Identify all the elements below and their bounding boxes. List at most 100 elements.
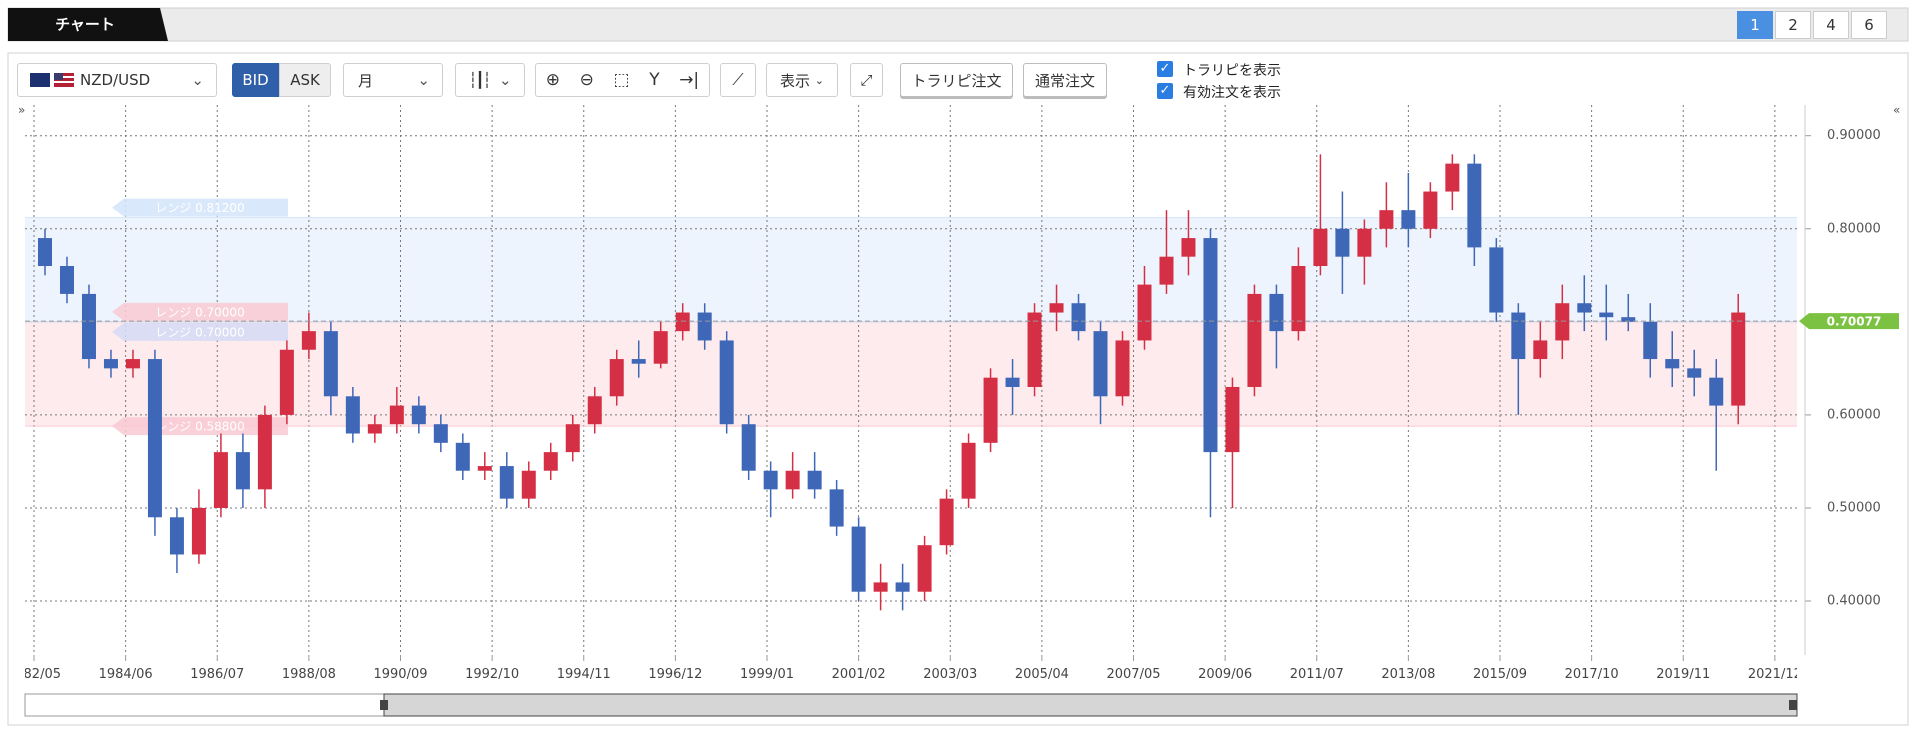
fit[interactable]: ⬚ — [613, 70, 630, 90]
candle-body — [1555, 303, 1570, 341]
scroll-handle[interactable] — [383, 693, 1798, 717]
handle-right[interactable] — [1789, 700, 1797, 710]
candle-body — [1005, 377, 1020, 387]
x-tick-label: 2005/04 — [1015, 667, 1069, 682]
chart-type-select[interactable]: ┆┃┆ ⌄ — [455, 63, 525, 97]
candle-body — [1181, 238, 1196, 257]
candle-body — [389, 405, 404, 425]
current-price-label: 0.70077 — [1827, 315, 1882, 329]
candle-body — [895, 582, 910, 592]
ask-button[interactable]: ASK — [279, 63, 331, 97]
candle-body — [1665, 359, 1680, 369]
bid-button[interactable]: BID — [232, 63, 279, 97]
page-button[interactable]: 2 — [1775, 11, 1811, 39]
candle-body — [1599, 312, 1614, 318]
candle-body — [1291, 265, 1306, 332]
page-button[interactable]: 6 — [1851, 11, 1887, 39]
candle-body — [433, 424, 448, 443]
candle-body — [1313, 228, 1328, 266]
candle-body — [939, 498, 954, 546]
candle-body — [125, 359, 140, 369]
candle-body — [1071, 303, 1086, 332]
checkbox[interactable]: ✓ — [1157, 83, 1173, 99]
candle-body — [1423, 191, 1438, 229]
x-tick-label: 2007/05 — [1106, 667, 1160, 682]
x-tick-label: 1984/06 — [99, 667, 153, 682]
x-tick-label: 2011/07 — [1290, 667, 1344, 682]
candle-body — [1093, 331, 1108, 397]
candle-body — [1511, 312, 1526, 360]
candle-body — [37, 238, 52, 266]
checkbox[interactable]: ✓ — [1157, 61, 1173, 77]
candle-body — [917, 545, 932, 592]
page-button[interactable]: 1 — [1737, 11, 1773, 39]
candle-body — [323, 331, 338, 397]
tab-label: チャート — [55, 16, 115, 34]
display-select[interactable]: 表示 ⌄ — [766, 63, 838, 97]
checkbox-label: 有効注文を表示 — [1183, 85, 1281, 101]
candle-body — [213, 452, 228, 508]
collapse-right[interactable]: « — [1893, 103, 1900, 117]
candle-body — [411, 405, 426, 425]
range-band — [25, 217, 1797, 322]
x-tick-label: 2001/02 — [832, 667, 886, 682]
expand-button[interactable]: ⤢ — [850, 63, 883, 97]
candle-body — [81, 293, 96, 360]
candle-body — [807, 470, 822, 490]
dropdown-arrow: ⌄ — [191, 71, 204, 89]
indicator-button[interactable]: ⟋ — [720, 63, 756, 97]
candle-body — [1621, 317, 1636, 322]
candle-body — [1115, 340, 1130, 397]
x-tick-label: 2019/11 — [1656, 667, 1710, 682]
candle-body — [851, 526, 866, 592]
dropdown-arrow: ⌄ — [499, 71, 512, 89]
candle-body — [631, 359, 646, 364]
candle-body — [1269, 293, 1284, 332]
x-tick-label: 1986/07 — [190, 667, 244, 682]
candle-body — [1357, 228, 1372, 257]
normal-order-button[interactable]: 通常注文 — [1023, 63, 1107, 97]
x-tick-label: 1982/05 — [7, 667, 61, 682]
candle-body — [1533, 340, 1548, 360]
period-label: 月 — [358, 71, 374, 90]
candle-body — [1467, 163, 1482, 248]
candle-body — [455, 442, 470, 471]
x-tick-label: 2013/08 — [1381, 667, 1435, 682]
zoom-out[interactable]: ⊖ — [579, 70, 594, 90]
candle-body — [191, 507, 206, 555]
candle-body — [257, 414, 272, 490]
handle-left[interactable] — [380, 700, 388, 710]
checkbox-label: トラリピを表示 — [1183, 63, 1281, 79]
collapse-left[interactable]: » — [18, 103, 25, 117]
page-button[interactable]: 4 — [1813, 11, 1849, 39]
candle-body — [587, 396, 602, 425]
candle-body — [1731, 312, 1746, 406]
pair-select[interactable]: NZD/USD ⌄ — [17, 63, 217, 97]
candle-body — [653, 331, 668, 364]
candle-body — [477, 466, 492, 471]
zoom-in[interactable]: ⊕ — [545, 70, 561, 90]
period-select[interactable]: 月 ⌄ — [343, 63, 443, 97]
candle-body — [1709, 377, 1724, 406]
candle-body — [1687, 368, 1702, 378]
candle-body — [983, 377, 998, 443]
candle-body — [279, 349, 294, 415]
candle-body — [235, 452, 250, 490]
candle-body — [785, 470, 800, 490]
y-lock[interactable]: Y — [649, 70, 660, 90]
to-latest[interactable]: →| — [679, 70, 700, 90]
x-tick-label: 1999/01 — [740, 667, 794, 682]
y-tick-label: 0.90000 — [1827, 128, 1881, 143]
plot-area: 1982/05 1984/06 1986/07 1988/08 1990/09 1992/… — [7, 105, 1797, 682]
tab-active[interactable] — [8, 8, 168, 41]
candle-body — [345, 396, 360, 434]
tab-bar — [7, 7, 1909, 42]
x-tick-label: 2009/06 — [1198, 667, 1252, 682]
traripi-order-button[interactable]: トラリピ注文 — [900, 63, 1013, 97]
candle-body — [1137, 284, 1152, 341]
display-label: 表示 — [779, 71, 810, 90]
x-tick-label: 1996/12 — [648, 667, 702, 682]
current-price-tag — [1799, 313, 1899, 330]
candle-body — [675, 312, 690, 332]
range-tag — [112, 322, 288, 341]
